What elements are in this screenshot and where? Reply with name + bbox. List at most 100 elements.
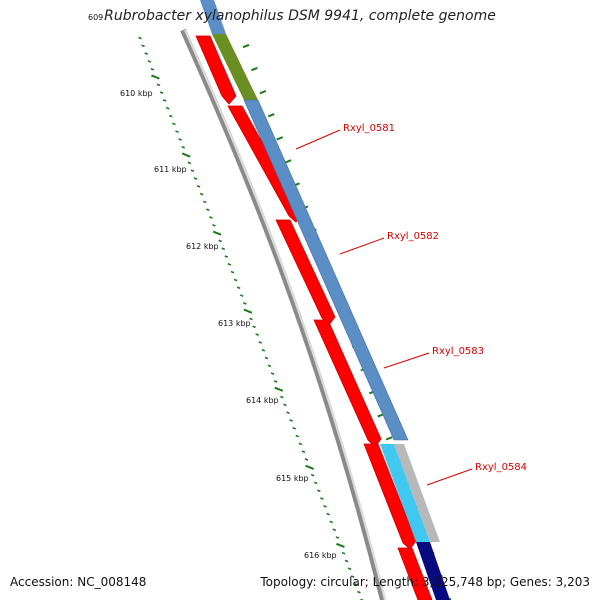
minor-tick bbox=[178, 138, 182, 141]
minor-tick bbox=[239, 294, 244, 297]
minor-tick bbox=[187, 161, 192, 165]
minor-tick bbox=[227, 263, 232, 266]
cds-arrow[interactable] bbox=[363, 443, 417, 550]
blue-feature[interactable] bbox=[243, 99, 409, 441]
minor-tick bbox=[283, 403, 287, 407]
genome-title: Rubrobacter xylanophilus DSM 9941, compl… bbox=[104, 8, 496, 24]
minor-tick bbox=[181, 145, 185, 149]
minor-tick bbox=[357, 590, 361, 594]
minor-tick bbox=[341, 551, 346, 555]
minor-tick bbox=[169, 114, 173, 118]
minor-tick bbox=[323, 504, 327, 508]
minor-tick bbox=[202, 200, 207, 204]
minor-tick bbox=[156, 83, 161, 87]
gene-label[interactable]: Rxyl_0584 bbox=[475, 462, 527, 473]
light-blue-feature[interactable] bbox=[380, 444, 430, 542]
gene-label[interactable]: Rxyl_0583 bbox=[432, 346, 484, 357]
forward-strand-track bbox=[195, 35, 433, 600]
minor-tick bbox=[295, 434, 300, 438]
minor-tick bbox=[332, 528, 337, 532]
gene-leader-line bbox=[426, 468, 473, 486]
outer-tick bbox=[276, 136, 284, 141]
minor-tick bbox=[252, 325, 256, 329]
minor-tick bbox=[221, 247, 226, 251]
minor-tick bbox=[261, 348, 266, 352]
olive-feature[interactable] bbox=[212, 34, 258, 100]
minor-tick bbox=[350, 575, 355, 578]
minor-tick bbox=[258, 341, 263, 344]
minor-tick bbox=[326, 512, 330, 516]
minor-tick bbox=[175, 130, 179, 134]
major-tick bbox=[336, 542, 345, 548]
minor-tick bbox=[310, 473, 315, 477]
minor-tick bbox=[206, 208, 210, 212]
minor-tick bbox=[162, 99, 167, 102]
gene-label[interactable]: Rxyl_0582 bbox=[387, 231, 439, 242]
gene-label[interactable]: Rxyl_0581 bbox=[343, 123, 395, 134]
grey-feature[interactable] bbox=[394, 444, 440, 542]
minor-tick bbox=[264, 356, 269, 360]
minor-tick bbox=[280, 395, 284, 399]
minor-tick bbox=[193, 177, 198, 180]
minor-tick bbox=[301, 450, 306, 454]
kbp-label: 612 kbp bbox=[186, 242, 219, 251]
kbp-label: 610 kbp bbox=[120, 89, 153, 98]
outer-tick bbox=[445, 597, 452, 600]
outer-tick bbox=[259, 90, 267, 95]
minor-tick bbox=[249, 317, 253, 321]
minor-tick bbox=[199, 192, 204, 196]
minor-tick bbox=[347, 567, 352, 571]
major-tick bbox=[305, 464, 314, 470]
gene-leader-line bbox=[339, 237, 385, 255]
kbp-label: 613 kbp bbox=[218, 319, 251, 328]
cds-arrow[interactable] bbox=[397, 547, 433, 600]
outer-tick bbox=[251, 66, 258, 72]
minor-tick bbox=[209, 216, 213, 219]
minor-tick bbox=[317, 489, 321, 493]
reverse-strand-track bbox=[200, 0, 450, 600]
minor-tick-dots bbox=[138, 36, 364, 600]
minor-tick bbox=[172, 122, 176, 126]
kbp-label: 614 kbp bbox=[246, 396, 279, 405]
minor-tick bbox=[147, 60, 152, 63]
minor-tick bbox=[270, 372, 275, 375]
major-tick bbox=[274, 386, 284, 392]
kbp-label: 616 kbp bbox=[304, 551, 337, 560]
cds-arrow[interactable] bbox=[195, 35, 237, 105]
cds-arrow[interactable] bbox=[275, 219, 336, 326]
minor-tick bbox=[335, 536, 340, 539]
outer-tick bbox=[242, 43, 250, 49]
major-tick bbox=[243, 308, 253, 314]
minor-tick bbox=[329, 520, 333, 524]
kbp-label: 611 kbp bbox=[154, 165, 187, 174]
minor-tick bbox=[233, 278, 238, 282]
minor-tick bbox=[320, 497, 324, 500]
minor-tick bbox=[144, 52, 148, 55]
minor-tick bbox=[344, 559, 349, 563]
minor-tick bbox=[190, 169, 195, 173]
minor-tick bbox=[304, 458, 309, 461]
major-tick bbox=[181, 152, 191, 158]
outer-tick bbox=[267, 113, 275, 118]
outer-tick bbox=[284, 159, 292, 164]
major-tick bbox=[212, 230, 222, 236]
minor-tick bbox=[243, 302, 247, 305]
cds-arrow[interactable] bbox=[313, 319, 382, 448]
genome-backbone bbox=[180, 28, 386, 600]
blue-feature[interactable] bbox=[200, 0, 226, 34]
minor-tick bbox=[230, 270, 235, 274]
minor-tick bbox=[218, 239, 222, 243]
navy-feature[interactable] bbox=[416, 542, 450, 600]
minor-tick bbox=[273, 380, 278, 383]
major-tick bbox=[151, 74, 160, 80]
minor-tick bbox=[138, 36, 142, 40]
minor-tick bbox=[141, 44, 145, 48]
minor-tick bbox=[289, 419, 293, 422]
minor-tick bbox=[165, 106, 170, 110]
gene-labels: Rxyl_0581 Rxyl_0582 Rxyl_0583 Rxyl_0584 bbox=[295, 123, 527, 486]
kbp-labels: 609 610 kbp 611 kbp 612 kbp 613 kbp 614 … bbox=[88, 13, 337, 560]
genome-backbone-highlight bbox=[184, 29, 386, 600]
outer-tick bbox=[385, 436, 393, 441]
minor-tick bbox=[313, 481, 318, 485]
